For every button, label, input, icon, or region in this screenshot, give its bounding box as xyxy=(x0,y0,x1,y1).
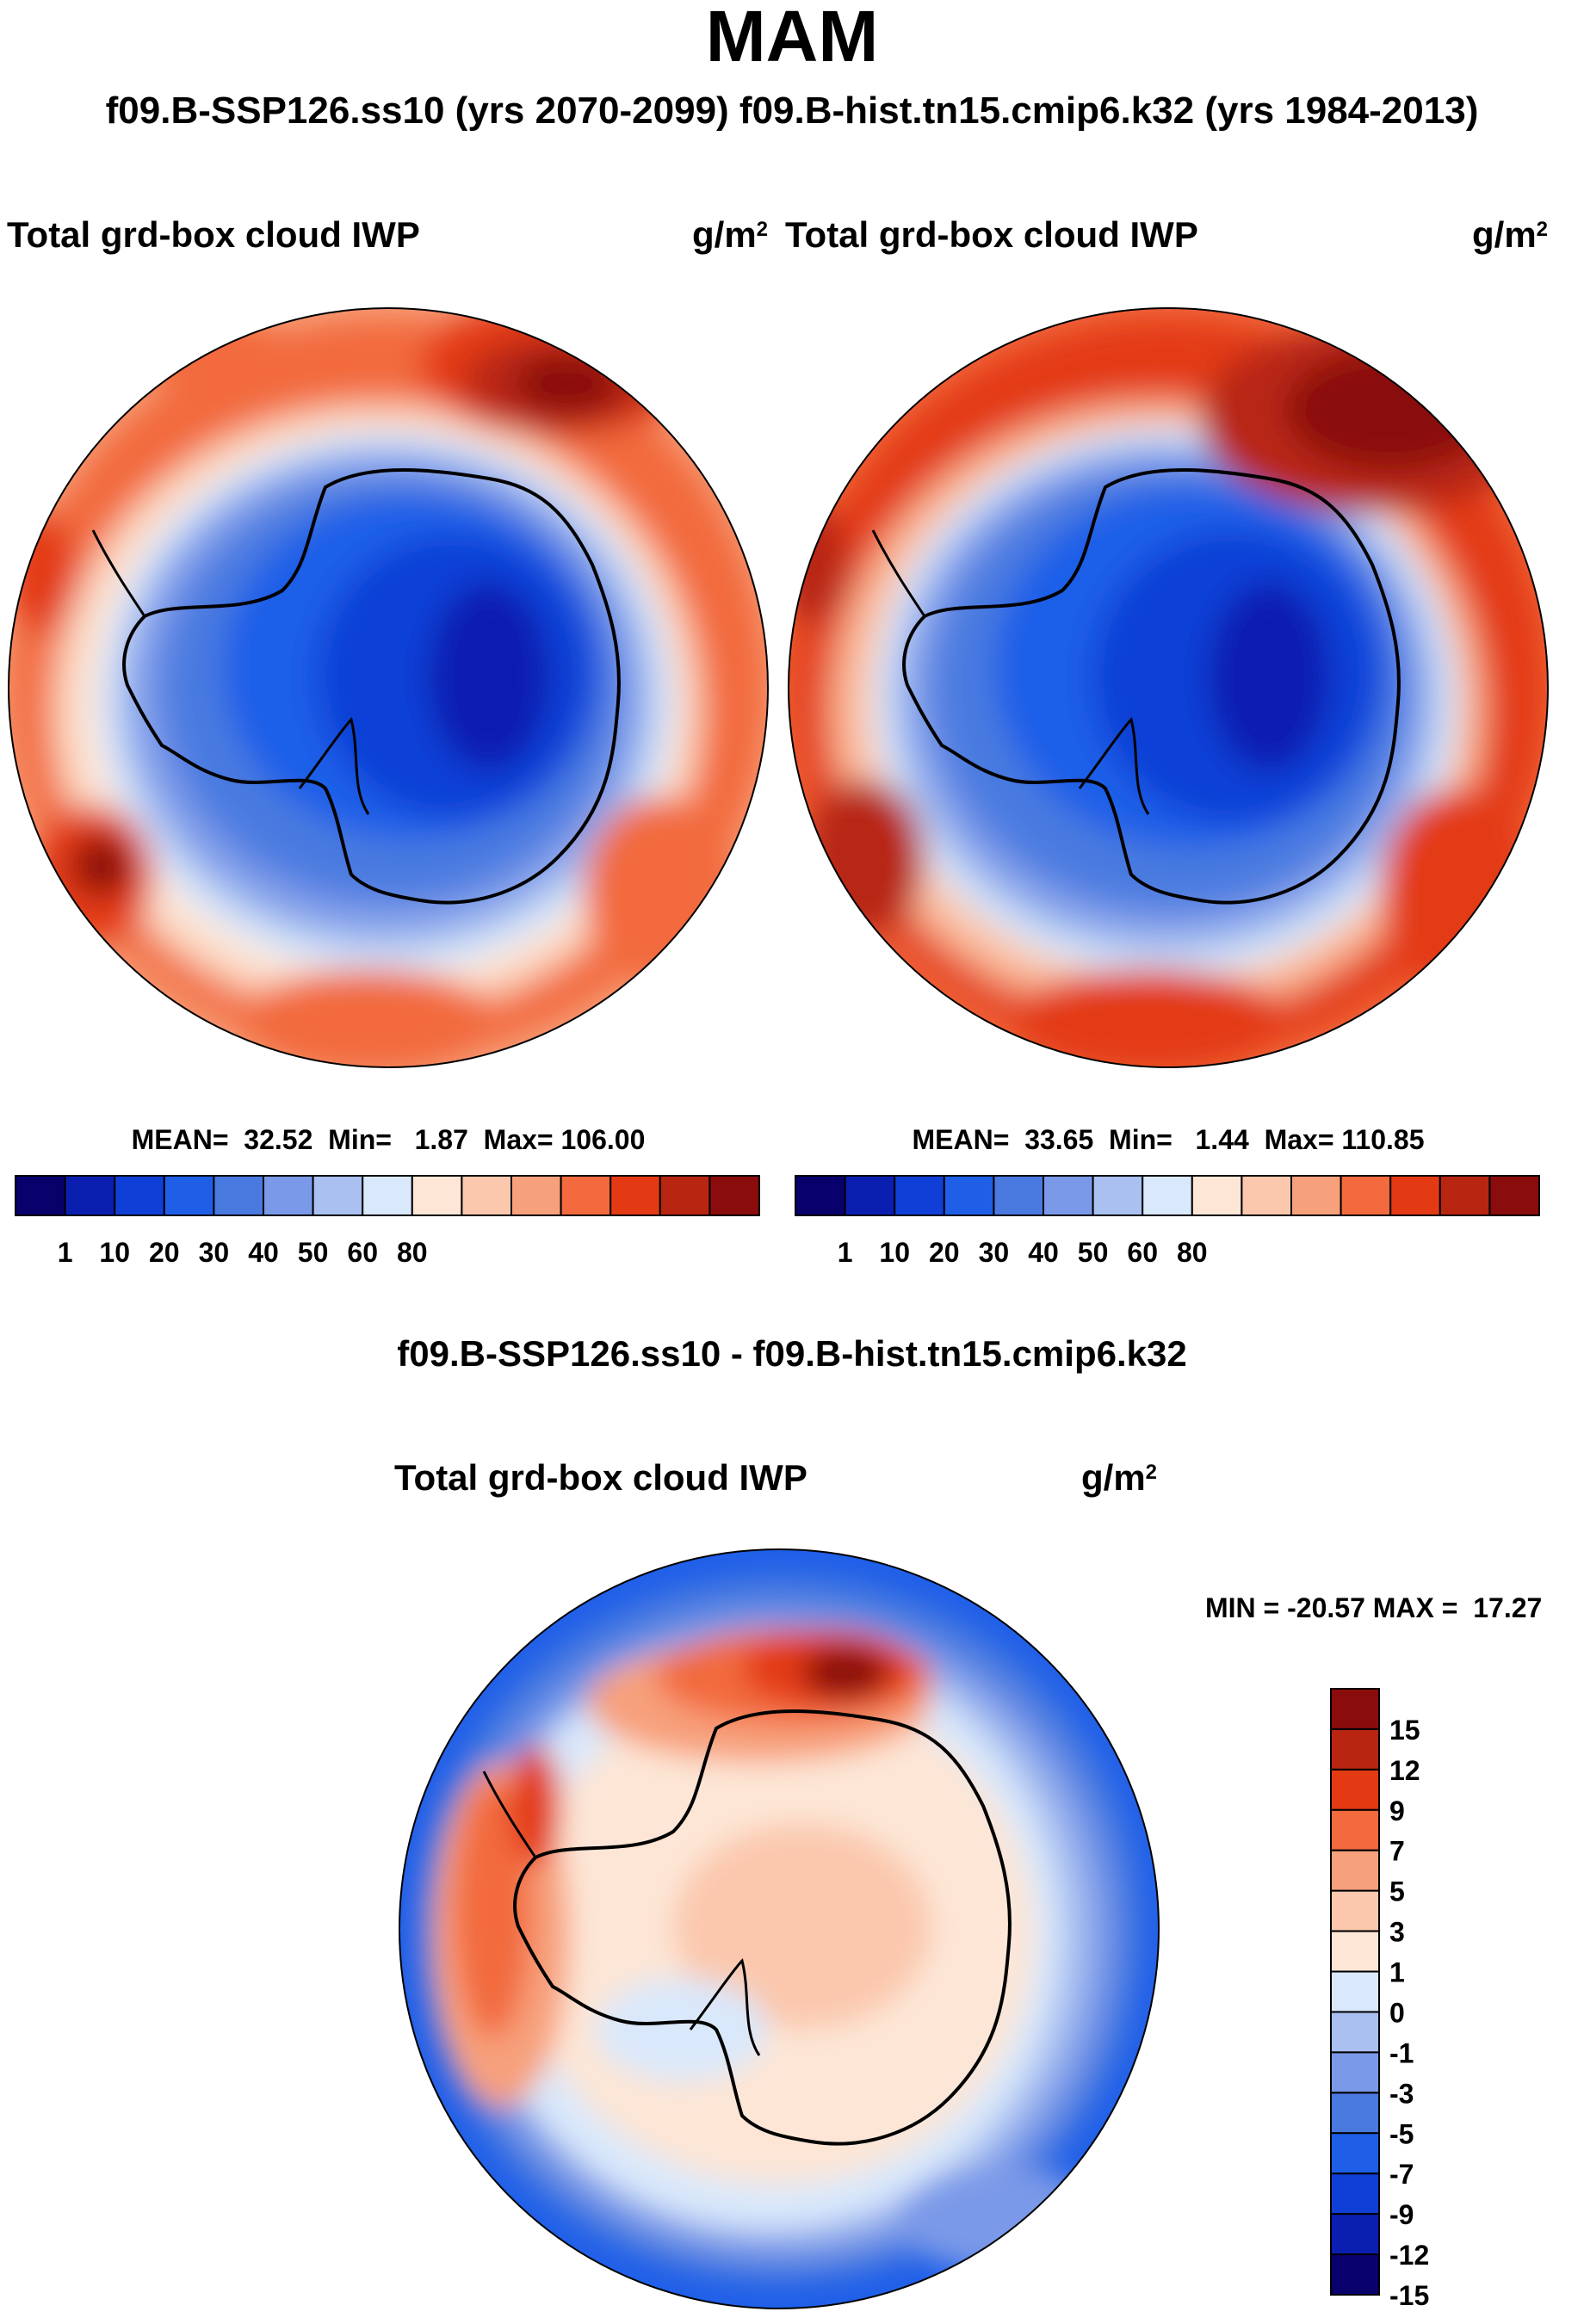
diff-colorbar-swatch xyxy=(1330,2051,1380,2094)
diff-colorbar-tick-label: 0 xyxy=(1389,1997,1405,2028)
panel1-units: g/m2 xyxy=(692,214,769,255)
panel2-colorbar-swatch xyxy=(1191,1175,1243,1216)
panel1-stats: MEAN= 32.52 Min= 1.87 Max= 106.00 xyxy=(131,1124,646,1155)
panel1-colorbar-swatch xyxy=(510,1175,562,1216)
panel1-colorbar-swatch xyxy=(560,1175,612,1216)
panel1-colorbar-swatch xyxy=(461,1175,513,1216)
panel1-colorbar-swatch xyxy=(708,1175,761,1216)
panel1-colorbar-swatch xyxy=(213,1175,264,1216)
diff-colorbar-swatch xyxy=(1330,1889,1380,1932)
panel1-colorbar: 1 10 20 30 40 50 60 80 xyxy=(15,1175,761,1268)
diff-colorbar-swatch xyxy=(1330,2253,1380,2296)
panel1-colorbar-swatch xyxy=(64,1175,116,1216)
diff-colorbar-tick-label: 3 xyxy=(1389,1917,1405,1948)
panel2-colorbar-swatch xyxy=(844,1175,896,1216)
panel2-stats: MEAN= 33.65 Min= 1.44 Max= 110.85 xyxy=(912,1124,1425,1155)
diff-colorbar-tick-label: -9 xyxy=(1389,2199,1414,2230)
diff-colorbar-swatch xyxy=(1330,1808,1380,1851)
panel1-variable-title: Total grd-box cloud IWP xyxy=(7,214,420,255)
panel2-colorbar-tick-label: 1 xyxy=(838,1237,853,1268)
panel1-colorbar-swatch xyxy=(659,1175,711,1216)
panel1-colorbar-tick-label: 20 xyxy=(149,1237,180,1268)
panel2-colorbar-swatch xyxy=(1092,1175,1144,1216)
diff-colorbar-swatch xyxy=(1330,1930,1380,1973)
panel2-colorbar-tick-label: 20 xyxy=(929,1237,960,1268)
panel2-colorbar-swatch xyxy=(1142,1175,1193,1216)
diff-colorbar-swatch xyxy=(1330,1688,1380,1730)
diff-variable-title: Total grd-box cloud IWP xyxy=(394,1457,807,1498)
diff-colorbar-swatch xyxy=(1330,2132,1380,2175)
diff-colorbar-swatch xyxy=(1330,1970,1380,2013)
panel2-colorbar-tick-label: 50 xyxy=(1078,1237,1109,1268)
panel1-colorbar-swatch xyxy=(312,1175,364,1216)
diff-stats: MIN = -20.57 MAX = 17.27 xyxy=(1205,1592,1543,1623)
diff-colorbar-swatch xyxy=(1330,2173,1380,2216)
diff-colorbar-swatch xyxy=(1330,1728,1380,1771)
panel1-colorbar-swatch xyxy=(263,1175,314,1216)
panel2-colorbar-swatch xyxy=(1439,1175,1491,1216)
diff-colorbar-tick-label: -12 xyxy=(1389,2240,1429,2271)
panel1-polar-map xyxy=(8,307,769,1068)
diff-colorbar-tick-label: -15 xyxy=(1389,2280,1429,2311)
diff-colorbar-tick-label: 9 xyxy=(1389,1796,1405,1826)
panel2-colorbar-swatch xyxy=(1241,1175,1293,1216)
panel2-colorbar-swatch xyxy=(1389,1175,1441,1216)
figure-subtitle: f09.B-SSP126.ss10 (yrs 2070-2099) f09.B-… xyxy=(105,90,1479,132)
panel1-colorbar-swatch xyxy=(163,1175,215,1216)
diff-colorbar-tick-label: 12 xyxy=(1389,1755,1420,1786)
diff-title: f09.B-SSP126.ss10 - f09.B-hist.tn15.cmip… xyxy=(397,1333,1187,1374)
diff-colorbar-tick-label: -1 xyxy=(1389,2037,1414,2068)
diff-colorbar-tick-label: -7 xyxy=(1389,2159,1414,2190)
diff-colorbar-tick-label: 7 xyxy=(1389,1836,1405,1867)
panel2-colorbar-tick-label: 80 xyxy=(1177,1237,1208,1268)
diff-colorbar-swatch xyxy=(1330,1768,1380,1811)
figure-title: MAM xyxy=(705,0,879,77)
panel1-colorbar-tick-label: 80 xyxy=(397,1237,428,1268)
diff-colorbar-tick-label: 5 xyxy=(1389,1876,1405,1907)
diff-colorbar-swatch xyxy=(1330,2213,1380,2256)
panel2-colorbar-tick-label: 40 xyxy=(1028,1237,1059,1268)
panel1-colorbar-tick-label: 60 xyxy=(347,1237,378,1268)
diff-polar-map xyxy=(399,1548,1160,2309)
panel2-colorbar-tick-label: 10 xyxy=(879,1237,910,1268)
panel2-colorbar-swatch xyxy=(1290,1175,1342,1216)
diff-colorbar: 15 12 9 7 5 3 1 0 -1 -3 -5 -7 -9 -12 -15 xyxy=(1330,1688,1429,2311)
panel2-colorbar-swatch xyxy=(1340,1175,1392,1216)
diff-colorbar-swatch xyxy=(1330,2011,1380,2054)
panel1-colorbar-swatch xyxy=(114,1175,165,1216)
panel2-variable-title: Total grd-box cloud IWP xyxy=(785,214,1198,255)
diff-colorbar-tick-label: -3 xyxy=(1389,2078,1414,2109)
panel1-colorbar-tick-label: 1 xyxy=(58,1237,73,1268)
diff-colorbar-tick-label: 15 xyxy=(1389,1715,1420,1746)
diff-colorbar-swatch xyxy=(1330,2092,1380,2135)
panel1-colorbar-tick-label: 10 xyxy=(99,1237,130,1268)
diff-colorbar-tick-label: -5 xyxy=(1389,2118,1414,2149)
panel2-colorbar-swatch xyxy=(993,1175,1044,1216)
panel1-colorbar-swatch xyxy=(411,1175,463,1216)
panel2-units: g/m2 xyxy=(1472,214,1549,255)
diff-units: g/m2 xyxy=(1081,1457,1158,1498)
panel2-colorbar-tick-label: 60 xyxy=(1127,1237,1158,1268)
panel2-colorbar-swatch xyxy=(943,1175,995,1216)
diff-colorbar-tick-label: 1 xyxy=(1389,1957,1405,1988)
panel2-colorbar-swatch xyxy=(894,1175,945,1216)
panel2-colorbar-swatch xyxy=(1488,1175,1541,1216)
panel1-colorbar-swatch xyxy=(15,1175,66,1216)
panel2-colorbar-tick-label: 30 xyxy=(979,1237,1010,1268)
panel1-colorbar-swatch xyxy=(609,1175,661,1216)
panel1-colorbar-tick-label: 50 xyxy=(298,1237,329,1268)
panel2-colorbar-swatch xyxy=(795,1175,846,1216)
panel2-polar-map xyxy=(788,307,1549,1068)
panel1-colorbar-tick-label: 30 xyxy=(199,1237,230,1268)
panel1-colorbar-tick-label: 40 xyxy=(248,1237,279,1268)
diff-colorbar-swatch xyxy=(1330,1849,1380,1892)
panel1-colorbar-swatch xyxy=(362,1175,413,1216)
panel2-colorbar-swatch xyxy=(1043,1175,1094,1216)
panel2-colorbar: 1 10 20 30 40 50 60 80 xyxy=(795,1175,1541,1268)
